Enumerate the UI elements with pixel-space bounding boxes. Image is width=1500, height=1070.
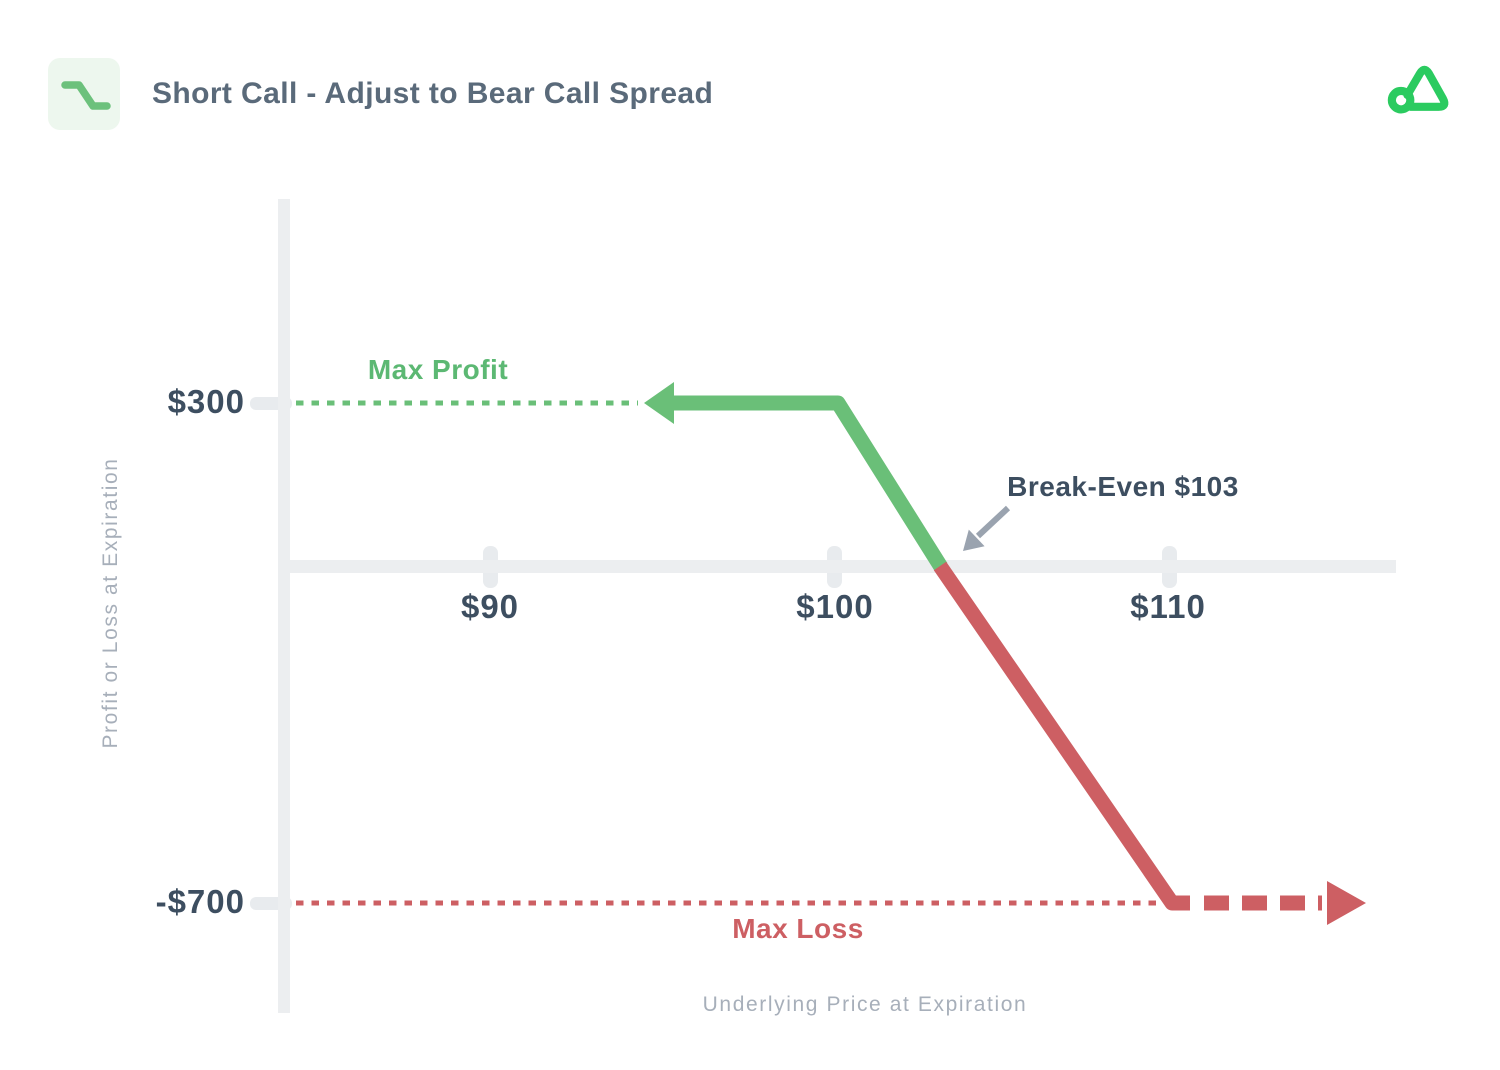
payoff-icon-tile [48, 58, 120, 130]
payoff-loss-segment [933, 561, 1366, 925]
payoff-profit-segment [644, 382, 948, 571]
max-loss-label: Max Loss [732, 913, 864, 944]
break-even-label: Break-Even $103 [1007, 471, 1239, 502]
y-tick-label-neg700: -$700 [155, 883, 245, 920]
y-tick-label-300: $300 [167, 383, 245, 420]
x-tick-label-110: $110 [1130, 588, 1206, 625]
max-profit-label: Max Profit [367, 354, 509, 385]
y-axis [278, 199, 290, 1013]
x-axis [278, 560, 1396, 573]
x-axis-title: Underlying Price at Expiration [702, 993, 1028, 1016]
page-title: Short Call - Adjust to Bear Call Spread [152, 77, 714, 110]
option-alpha-logo [1387, 65, 1449, 114]
break-even-pointer-arrow [963, 505, 1011, 551]
y-axis-title: Profit or Loss at Expiration [99, 457, 122, 749]
x-tick-label-90: $90 [460, 588, 520, 625]
short-call-payoff-icon [61, 81, 111, 110]
x-tick-label-100: $100 [796, 588, 874, 625]
